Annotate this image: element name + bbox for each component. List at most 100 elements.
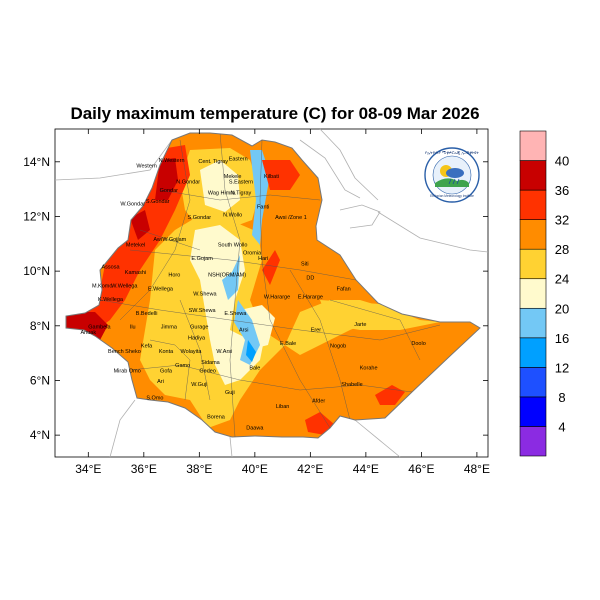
colorbar-swatch [519,160,547,191]
region-label: Ilu [130,325,136,331]
region-label: Gondar [160,188,179,194]
region-label: W.Wellega [111,284,138,290]
colorbar-label: 24 [555,272,569,287]
green-hills-icon [435,178,469,187]
region-labels: N.Western Cent. Tigray Eastern Western Mekel… [81,156,426,431]
region-label: Gambela [88,325,111,331]
x-tick-label: 48°E [464,462,490,476]
logo-top-text: የኢትዮጵያ ሚቲዎሮሎጂ ኢንስቲትዩት [425,150,479,155]
region-label: B.Bedelli [136,311,158,317]
field-band-32-afar [262,160,300,190]
region-label: N.Tigray [231,191,252,197]
colorbar-label: 32 [555,213,569,228]
region-label: Oromia [243,251,262,257]
admin-line [259,139,331,429]
field-band-36-west [130,210,150,240]
region-label: Hadiya [188,335,206,341]
region-label: Bench Sheko [108,349,141,355]
region-label: S.Gondar [188,215,212,221]
colorbar-swatch [519,130,547,161]
region-label: W.Gondar [120,202,145,208]
region-label: W.Arsi [216,349,232,355]
region-label: E.Bale [280,341,296,347]
red-sea-coast-line [319,128,379,201]
admin-line [129,364,413,393]
region-label: Gurage [190,325,208,331]
sudan-border-line [54,139,173,181]
y-tick-label: 10°N [23,264,50,278]
region-label: Bale [249,366,260,372]
colorbar-swatch [519,367,547,398]
region-label: Ari [157,379,164,385]
colorbar-swatch [519,278,547,309]
admin-line [179,299,211,401]
colorbar-swatch [519,307,547,339]
region-label: N.Wollo [223,212,242,218]
region-label: Metekel [126,243,145,249]
region-label: Borena [207,415,226,421]
region-label: E.Shewa [224,311,247,317]
region-label: Jimma [161,325,178,331]
y-tick-label: 6°N [30,373,50,387]
region-label: N.Western [159,158,185,164]
region-label: Guji [225,390,235,396]
region-label: Mekele [224,174,242,180]
region-label: Fanti [257,204,269,210]
somaliland-coast-line [377,211,489,253]
region-label: N.Gondar [176,180,200,186]
colorbar-swatch [519,396,547,427]
region-label: Assosa [101,264,120,270]
region-label: W.Gojjam [162,237,186,243]
x-tick-label: 44°E [353,462,379,476]
x-tick-label: 34°E [75,462,101,476]
region-label: Siti [301,262,309,268]
region-label: M.Komo [92,284,112,290]
region-label: W.Shewa [193,292,217,298]
region-label: Jarte [354,322,366,328]
region-label: Awsi /Zone 1 [275,215,307,221]
djibouti-coast-line [339,204,381,229]
y-tick-label: 12°N [23,209,50,223]
colorbar-label: 40 [555,154,569,169]
cloud-icon [446,168,464,178]
x-tick-label: 38°E [186,462,212,476]
x-tick-label: 42°E [297,462,323,476]
region-label: Fafan [337,286,351,292]
admin-line [289,269,351,421]
colorbar-swatch [519,219,547,250]
region-label: S.Eastern [229,180,253,186]
region-label: Gamo [175,363,190,369]
eritrea-coast-line [299,139,361,199]
colorbar: 4 8 12 16 20 24 28 32 36 40 [519,130,569,457]
admin-line [119,139,191,321]
admin-line [129,249,357,281]
region-label: Sidama [201,360,221,366]
region-label: Konta [159,349,174,355]
region-label: Wag Himra [208,191,236,197]
logo-bottom-text: Ethiopian Meteorology Institute [430,194,474,198]
y-tick-label: 8°N [30,319,50,333]
region-label: Eastern [229,156,248,162]
region-label: SW.Shewa [189,308,217,314]
colorbar-label: 28 [555,242,569,257]
region-label: K.Wellega [98,297,124,303]
region-label: Kilbati [264,174,279,180]
field-band-12 [246,340,256,362]
region-label: W.Guji [191,382,207,388]
region-label: South Wollo [218,243,248,249]
region-label: Liban [276,404,289,410]
region-label: Gofa [160,368,173,374]
admin-line [99,299,441,341]
colorbar-label: 16 [555,331,569,346]
neighbor-boundaries [54,128,489,458]
x-tick-label: 40°E [242,462,268,476]
admin-boundaries [99,133,441,438]
field-band-16-central [222,255,240,300]
southern-border-line [109,399,136,458]
map-title: Daily maximum temperature (C) for 08-09 … [70,104,480,123]
colorbar-label: 4 [558,419,565,434]
region-label: Awi [153,237,162,243]
region-label: S.Omo [146,396,163,402]
region-label: E.Hararge [298,294,323,300]
